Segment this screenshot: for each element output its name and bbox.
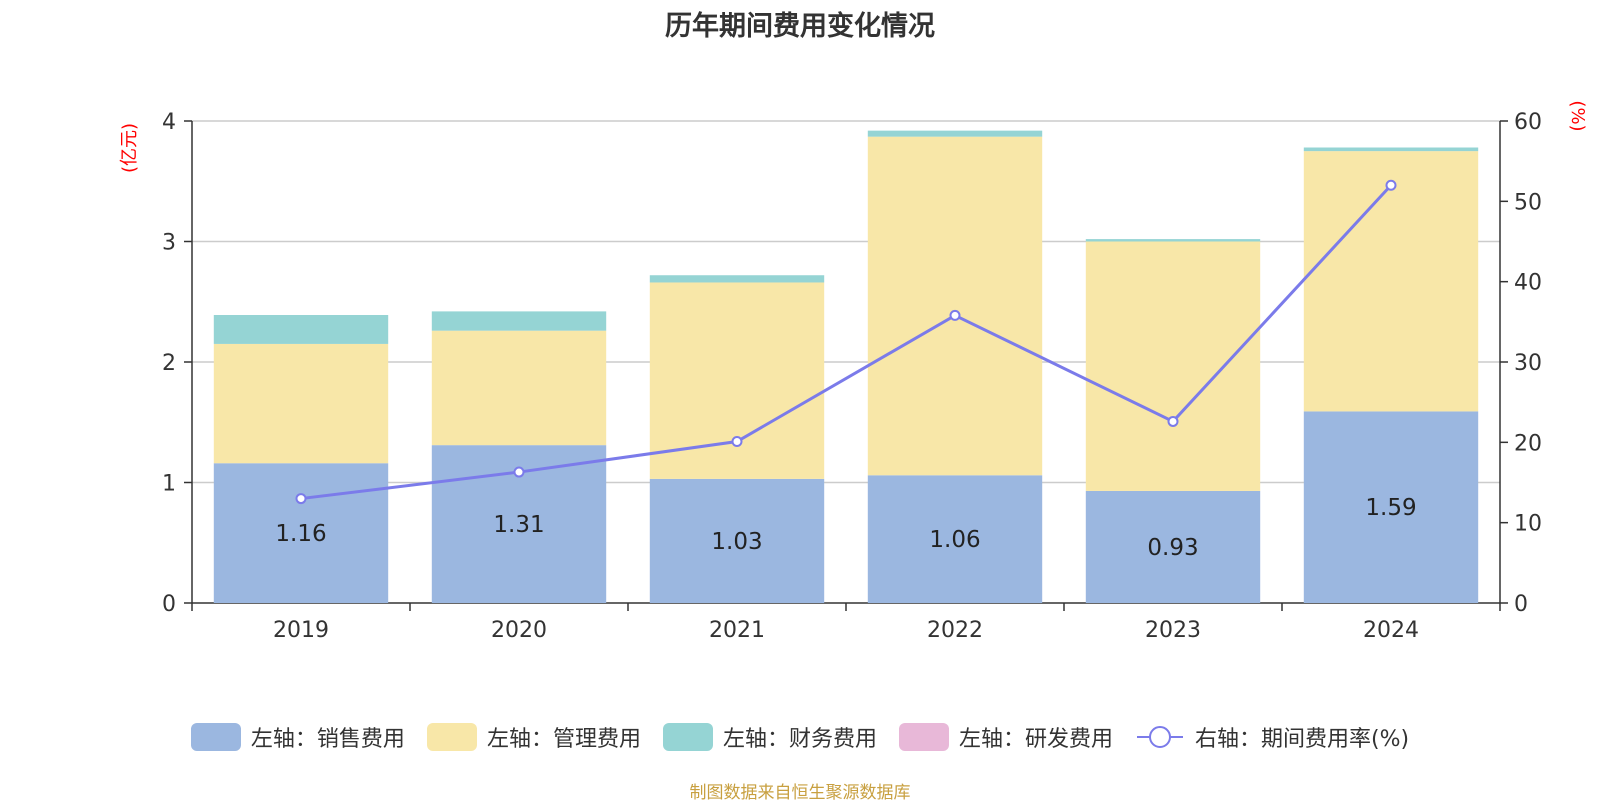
chart-title: 历年期间费用变化情况 bbox=[665, 11, 935, 42]
bar-data-label: 1.59 bbox=[1365, 495, 1416, 521]
bar-segment bbox=[649, 275, 825, 283]
bar-segment bbox=[867, 136, 1043, 476]
legend-label: 左轴：研发费用 bbox=[958, 727, 1113, 752]
x-tick-label: 2023 bbox=[1145, 618, 1201, 643]
bar-segment bbox=[867, 475, 1043, 603]
bar-data-label: 0.93 bbox=[1147, 535, 1198, 561]
legend-item[interactable]: 左轴：财务费用 bbox=[662, 721, 877, 753]
rate-point bbox=[513, 466, 525, 478]
legend-item[interactable]: 左轴：研发费用 bbox=[898, 721, 1113, 753]
x-tick-label: 2021 bbox=[709, 618, 765, 643]
bar-segment bbox=[1085, 490, 1261, 603]
source-note: 制图数据来自恒生聚源数据库 bbox=[689, 783, 911, 803]
y-right-tick-label: 40 bbox=[1514, 271, 1542, 296]
legend-swatch bbox=[898, 723, 949, 751]
y-right-tick-label: 30 bbox=[1514, 351, 1542, 376]
legend-swatch bbox=[1136, 726, 1183, 748]
rate-point bbox=[731, 436, 743, 448]
bar-segment bbox=[213, 463, 389, 603]
rate-point bbox=[1167, 415, 1179, 427]
y-right-unit-label: (%) bbox=[1567, 100, 1588, 131]
rate-point bbox=[949, 309, 961, 321]
y-right-tick-label: 50 bbox=[1514, 190, 1542, 215]
bar-segment bbox=[867, 130, 1043, 137]
rate-line bbox=[300, 184, 1393, 501]
y-right-tick-label: 60 bbox=[1514, 110, 1542, 135]
x-tick-label: 2024 bbox=[1363, 618, 1419, 643]
y-left-tick-label: 0 bbox=[162, 592, 176, 617]
bar-data-label: 1.03 bbox=[711, 529, 762, 555]
x-tick-label: 2019 bbox=[273, 618, 329, 643]
legend-label: 右轴：期间费用率(%) bbox=[1194, 727, 1410, 752]
bar-segment bbox=[213, 315, 389, 344]
bar-data-label: 1.16 bbox=[275, 521, 326, 547]
bar-segment bbox=[213, 343, 389, 464]
y-left-tick-label: 3 bbox=[162, 231, 176, 256]
bar-segment bbox=[1085, 241, 1261, 491]
legend-item[interactable]: 右轴：期间费用率(%) bbox=[1135, 721, 1409, 753]
bar-segment bbox=[1085, 239, 1261, 242]
legend-swatch bbox=[426, 723, 477, 751]
legend-label: 左轴：财务费用 bbox=[722, 727, 877, 752]
bar-data-label: 1.31 bbox=[493, 512, 544, 538]
legend-label: 左轴：销售费用 bbox=[250, 727, 405, 752]
bar-segment bbox=[1303, 147, 1479, 152]
bar-segment bbox=[431, 311, 607, 331]
x-tick-label: 2022 bbox=[927, 618, 983, 643]
bar-data-label: 1.06 bbox=[929, 527, 980, 553]
legend-item[interactable]: 左轴：管理费用 bbox=[426, 721, 641, 753]
y-right-tick-label: 10 bbox=[1514, 512, 1542, 537]
legend-swatch bbox=[190, 723, 241, 751]
legend-item[interactable]: 左轴：销售费用 bbox=[190, 721, 405, 753]
bar-segment bbox=[1303, 151, 1479, 412]
y-right-tick-label: 20 bbox=[1514, 431, 1542, 456]
y-left-tick-label: 1 bbox=[162, 472, 176, 497]
rate-point bbox=[295, 493, 307, 505]
chart-plot: 012340102030405060(亿元)(%)20191.1620201.3… bbox=[119, 100, 1588, 643]
x-tick-label: 2020 bbox=[491, 618, 547, 643]
y-left-tick-label: 4 bbox=[162, 110, 176, 135]
y-left-unit-label: (亿元) bbox=[119, 123, 140, 173]
legend-swatch bbox=[662, 723, 713, 751]
legend: 左轴：销售费用 左轴：管理费用 左轴：财务费用 左轴：研发费用 右轴：期间费用率(%) bbox=[0, 720, 1600, 754]
bar-segment bbox=[431, 330, 607, 446]
y-right-tick-label: 0 bbox=[1514, 592, 1528, 617]
bar-segment bbox=[649, 478, 825, 603]
rate-point bbox=[1385, 179, 1397, 191]
legend-label: 左轴：管理费用 bbox=[486, 727, 641, 752]
bar-segment bbox=[1303, 411, 1479, 603]
y-left-tick-label: 2 bbox=[162, 351, 176, 376]
